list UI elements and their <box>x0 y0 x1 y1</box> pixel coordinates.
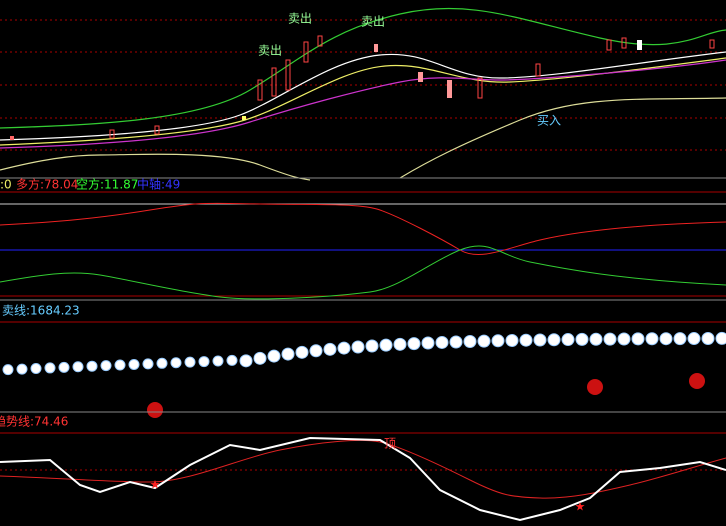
bead <box>337 341 351 355</box>
main-lines <box>0 7 726 181</box>
bead <box>156 357 168 369</box>
bead <box>239 354 253 368</box>
bead <box>184 356 196 368</box>
signal-label: 卖出 <box>288 12 312 26</box>
bead <box>393 337 407 351</box>
bead <box>86 360 98 372</box>
bead <box>379 338 393 352</box>
long-line <box>0 202 726 255</box>
signal-label: 买入 <box>537 114 561 128</box>
bead <box>100 360 112 372</box>
bead <box>645 332 659 346</box>
bead <box>463 335 477 349</box>
bead <box>673 332 687 346</box>
bead <box>58 361 70 373</box>
bead <box>267 349 281 363</box>
trend-line <box>0 439 726 499</box>
bead <box>72 361 84 373</box>
signal-label: 卖出 <box>361 15 385 29</box>
bead <box>617 332 631 346</box>
signal-dot <box>587 379 603 395</box>
top-marker: 顶 <box>384 437 396 451</box>
bead <box>198 356 210 368</box>
bead <box>30 363 42 375</box>
bead <box>253 351 267 365</box>
signal-dot <box>147 402 163 418</box>
candles <box>10 35 715 140</box>
bead <box>142 358 154 370</box>
bead <box>2 364 14 376</box>
bead <box>44 362 56 374</box>
price-line <box>0 436 726 522</box>
bead <box>114 359 126 371</box>
bead <box>323 342 337 356</box>
bead <box>351 340 365 354</box>
sell-line-beads <box>2 331 726 376</box>
bead <box>533 333 547 347</box>
indicator-label: 空方:11.87 <box>76 177 138 192</box>
bead <box>435 335 449 349</box>
bead <box>421 336 435 350</box>
grid <box>0 19 726 471</box>
bead <box>659 332 673 346</box>
indicator-label: 中轴:49 <box>137 177 180 192</box>
bead <box>505 333 519 347</box>
indicator-label: 趋势线:74.46 <box>0 415 68 429</box>
bead <box>170 357 182 369</box>
bead <box>281 347 295 361</box>
bead <box>295 345 309 359</box>
short-line <box>0 245 726 300</box>
star: ★ <box>575 500 586 514</box>
bead <box>16 363 28 375</box>
bead <box>715 331 726 345</box>
bead <box>687 332 701 346</box>
bead <box>128 358 140 370</box>
bead <box>309 344 323 358</box>
signal-label: 卖出 <box>258 44 282 58</box>
bead <box>589 332 603 346</box>
star: ★ <box>150 478 161 492</box>
bead <box>212 355 224 367</box>
indicator-label: :0 <box>0 178 12 192</box>
bead <box>701 331 715 345</box>
bead <box>575 332 589 346</box>
bead <box>407 337 421 351</box>
bead <box>491 334 505 348</box>
indicator-label: 多方:78.04 <box>16 177 78 192</box>
indicator-label: 卖线:1684.23 <box>2 304 80 318</box>
bead <box>365 339 379 353</box>
bead <box>547 333 561 347</box>
bead <box>519 333 533 347</box>
bead <box>226 354 238 366</box>
bead <box>477 334 491 348</box>
bead <box>449 335 463 349</box>
bead <box>603 332 617 346</box>
signal-dot <box>689 373 705 389</box>
bead <box>631 332 645 346</box>
bead <box>561 333 575 347</box>
